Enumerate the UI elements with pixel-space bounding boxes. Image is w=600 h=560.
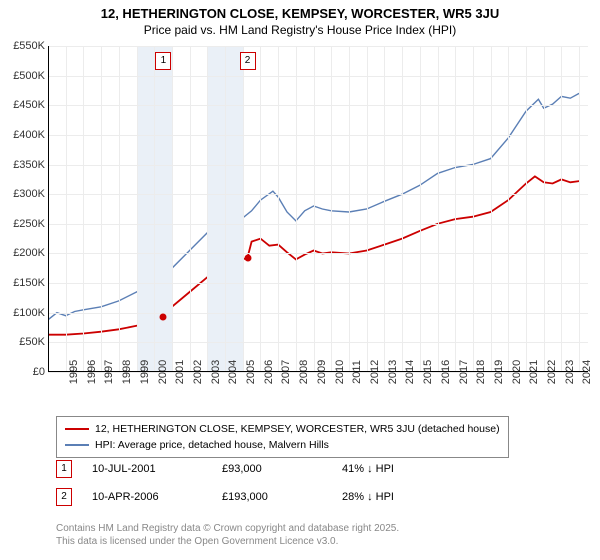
y-tick-label: £400K	[13, 129, 48, 141]
sale-marker-box: 1	[155, 52, 171, 70]
gridline	[420, 46, 421, 372]
chart-container: 12, HETHERINGTON CLOSE, KEMPSEY, WORCEST…	[0, 0, 600, 560]
chart-subtitle: Price paid vs. HM Land Registry's House …	[0, 23, 600, 43]
gridline	[48, 224, 588, 225]
gridline	[331, 46, 332, 372]
gridline	[48, 313, 588, 314]
legend-swatch	[65, 444, 89, 446]
y-tick-label: £150K	[13, 277, 48, 289]
footer-text: Contains HM Land Registry data © Crown c…	[56, 522, 399, 548]
chart-lines	[48, 46, 588, 372]
x-tick-label: 2025	[579, 360, 600, 384]
gridline	[190, 46, 191, 372]
y-tick-label: £500K	[13, 70, 48, 82]
sale-row: 2 10-APR-2006£193,00028% ↓ HPI	[56, 488, 394, 506]
sale-marker-box: 2	[240, 52, 256, 70]
sale-marker-point	[244, 254, 251, 261]
gridline	[438, 46, 439, 372]
sale-delta: 41% ↓ HPI	[342, 463, 394, 475]
gridline	[137, 46, 138, 372]
gridline	[260, 46, 261, 372]
gridline	[384, 46, 385, 372]
gridline	[48, 194, 588, 195]
legend-label: 12, HETHERINGTON CLOSE, KEMPSEY, WORCEST…	[95, 423, 500, 435]
gridline	[491, 46, 492, 372]
gridline	[455, 46, 456, 372]
y-tick-label: £50K	[19, 336, 48, 348]
gridline	[367, 46, 368, 372]
gridline	[402, 46, 403, 372]
y-tick-label: £0	[33, 366, 48, 378]
legend-item: HPI: Average price, detached house, Malv…	[65, 437, 500, 453]
gridline	[48, 283, 588, 284]
gridline	[278, 46, 279, 372]
y-tick-label: £550K	[13, 40, 48, 52]
gridline	[526, 46, 527, 372]
gridline	[473, 46, 474, 372]
sale-date: 10-APR-2006	[92, 491, 222, 503]
gridline	[508, 46, 509, 372]
gridline	[48, 46, 588, 47]
gridline	[83, 46, 84, 372]
sale-row-marker: 2	[56, 488, 72, 506]
plot-area: £0£50K£100K£150K£200K£250K£300K£350K£400…	[48, 46, 588, 372]
gridline	[561, 46, 562, 372]
legend: 12, HETHERINGTON CLOSE, KEMPSEY, WORCEST…	[56, 416, 509, 458]
footer-line1: Contains HM Land Registry data © Crown c…	[56, 522, 399, 535]
gridline	[48, 105, 588, 106]
gridline	[314, 46, 315, 372]
sale-price: £193,000	[222, 491, 342, 503]
legend-label: HPI: Average price, detached house, Malv…	[95, 439, 329, 451]
y-tick-label: £200K	[13, 247, 48, 259]
sale-row: 1 10-JUL-2001£93,00041% ↓ HPI	[56, 460, 394, 478]
y-tick-label: £100K	[13, 307, 48, 319]
gridline	[48, 165, 588, 166]
gridline	[225, 46, 226, 372]
sale-delta: 28% ↓ HPI	[342, 491, 394, 503]
gridline	[119, 46, 120, 372]
y-tick-label: £250K	[13, 218, 48, 230]
gridline	[48, 76, 588, 77]
gridline	[579, 46, 580, 372]
gridline	[48, 135, 588, 136]
x-axis-line	[48, 371, 588, 372]
legend-item: 12, HETHERINGTON CLOSE, KEMPSEY, WORCEST…	[65, 421, 500, 437]
gridline	[207, 46, 208, 372]
y-axis-line	[48, 46, 49, 372]
gridline	[544, 46, 545, 372]
gridline	[172, 46, 173, 372]
gridline	[349, 46, 350, 372]
gridline	[101, 46, 102, 372]
gridline	[243, 46, 244, 372]
sale-marker-point	[160, 313, 167, 320]
gridline	[48, 253, 588, 254]
gridline	[66, 46, 67, 372]
sale-date: 10-JUL-2001	[92, 463, 222, 475]
y-tick-label: £300K	[13, 188, 48, 200]
sale-price: £93,000	[222, 463, 342, 475]
gridline	[296, 46, 297, 372]
footer-line2: This data is licensed under the Open Gov…	[56, 535, 399, 548]
gridline	[48, 342, 588, 343]
sale-row-marker: 1	[56, 460, 72, 478]
gridline	[154, 46, 155, 372]
y-tick-label: £350K	[13, 159, 48, 171]
chart-title: 12, HETHERINGTON CLOSE, KEMPSEY, WORCEST…	[0, 0, 600, 23]
legend-swatch	[65, 428, 89, 430]
y-tick-label: £450K	[13, 99, 48, 111]
